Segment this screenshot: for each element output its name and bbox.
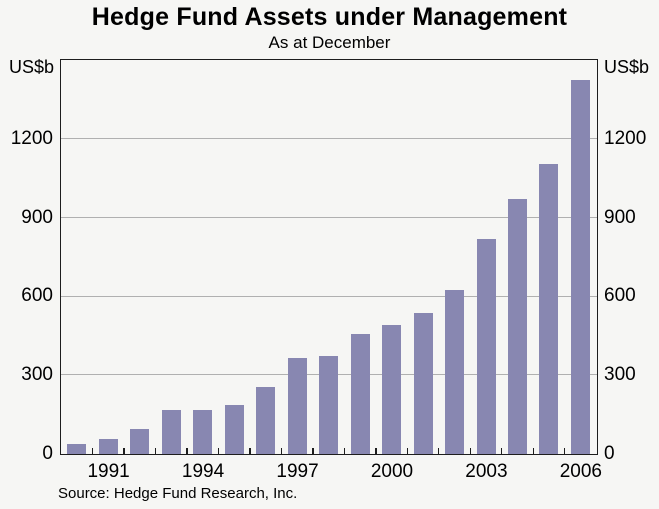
- y-axis-label-left-1200: 1200: [10, 128, 53, 150]
- y-axis-label-right-900: 900: [604, 206, 636, 228]
- x-axis-tick: [438, 448, 440, 454]
- x-axis-tick: [375, 448, 377, 454]
- bar-2003: [476, 239, 496, 454]
- gridline-900: [61, 217, 597, 219]
- x-axis-tick: [186, 448, 188, 454]
- bar-2001: [413, 312, 433, 454]
- chart-subtitle: As at December: [268, 33, 391, 52]
- x-axis-tick: [343, 448, 346, 454]
- bar-2000: [382, 325, 402, 454]
- right-axis-unit-label: US$b: [604, 57, 650, 77]
- bar-2005: [539, 164, 559, 454]
- y-axis-label-right-300: 300: [604, 363, 636, 385]
- x-axis-tick: [532, 448, 534, 454]
- bar-2006: [570, 79, 590, 454]
- y-axis-label-left-900: 900: [21, 206, 53, 228]
- left-axis-unit-label: US$b: [8, 57, 54, 77]
- x-axis-tick: [406, 448, 408, 454]
- source-note: Source: Hedge Fund Research, Inc.: [58, 485, 298, 502]
- x-axis-label-1994: 1994: [181, 461, 225, 482]
- x-axis-tick: [280, 448, 283, 454]
- x-axis-tick: [312, 448, 314, 454]
- y-axis-label-right-0: 0: [604, 442, 615, 464]
- plot-area: [60, 59, 598, 455]
- x-axis-tick: [249, 448, 251, 454]
- bar-1997: [287, 357, 307, 454]
- gridline-1200: [61, 138, 597, 140]
- bar-1998: [319, 355, 339, 454]
- bar-1996: [256, 386, 276, 454]
- y-axis-label-right-600: 600: [604, 285, 636, 307]
- y-axis-label-left-300: 300: [21, 363, 53, 385]
- x-axis-tick: [501, 448, 503, 454]
- y-axis-label-right-1200: 1200: [604, 128, 647, 150]
- x-axis-tick: [154, 448, 157, 454]
- bar-1999: [350, 334, 370, 454]
- x-axis-tick: [123, 448, 125, 454]
- bar-1993: [161, 409, 181, 454]
- x-axis-tick: [564, 448, 566, 454]
- bar-1992: [130, 428, 150, 454]
- x-axis-label-1991: 1991: [87, 461, 130, 482]
- y-axis-label-left-600: 600: [21, 285, 53, 307]
- bar-2002: [445, 289, 465, 454]
- x-axis-label-2000: 2000: [370, 461, 414, 482]
- bar-1995: [224, 405, 244, 454]
- bar-1994: [193, 410, 213, 454]
- x-axis-label-2003: 2003: [465, 461, 508, 482]
- y-axis-label-left-0: 0: [42, 442, 53, 464]
- x-axis-tick: [469, 448, 471, 454]
- x-axis-label-1997: 1997: [276, 461, 319, 482]
- bar-2004: [507, 198, 527, 454]
- bar-1991: [98, 438, 118, 454]
- gridline-600: [61, 295, 597, 297]
- x-axis-label-2006: 2006: [559, 461, 602, 482]
- chart-title: Hedge Fund Assets under Management: [91, 3, 568, 31]
- bar-1990: [67, 443, 87, 454]
- x-axis-tick: [217, 448, 220, 454]
- x-axis-tick: [91, 448, 94, 454]
